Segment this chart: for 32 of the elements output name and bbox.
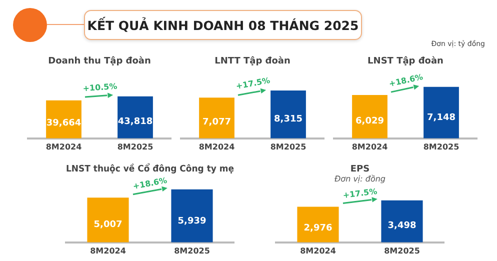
chart-title: LNTT Tập đoàn bbox=[214, 56, 290, 67]
x-tick-label: 8M2025 bbox=[423, 142, 460, 152]
data-label: 39,664 bbox=[46, 118, 82, 129]
text: +17.5% bbox=[341, 185, 379, 202]
data-label: 6,029 bbox=[356, 116, 384, 126]
x-tick-label: 8M2024 bbox=[300, 246, 336, 256]
x-tick-label: 8M2024 bbox=[46, 142, 82, 152]
annotation: +17.5% bbox=[234, 75, 272, 94]
data-label: 7,148 bbox=[427, 113, 456, 124]
text: KẾT QUẢ KINH DOANH 08 THÁNG 2025 bbox=[84, 10, 362, 40]
data-label: 8,315 bbox=[274, 114, 302, 125]
x-tick-label: 8M2025 bbox=[384, 246, 420, 256]
text: +10.5% bbox=[81, 81, 118, 94]
x-tick-label: 8M2025 bbox=[174, 246, 210, 256]
x-tick-label: 8M2025 bbox=[270, 142, 307, 152]
chart-title: LNST thuộc về Cổ đông Công ty mẹ bbox=[66, 164, 234, 175]
annotation: +18.6% bbox=[131, 174, 169, 193]
data-label: 2,976 bbox=[304, 223, 332, 234]
data-label: 5,939 bbox=[178, 216, 206, 227]
x-tick-label: 8M2024 bbox=[198, 142, 236, 152]
chart-subtitle: Đơn vị: đồng bbox=[334, 174, 386, 184]
chart-title: EPS bbox=[350, 164, 370, 175]
x-tick-label: 8M2024 bbox=[352, 142, 388, 152]
x-tick-label: 8M2025 bbox=[117, 142, 154, 152]
data-label: 7,077 bbox=[202, 117, 231, 128]
data-label: 5,007 bbox=[94, 220, 122, 230]
data-label: 43,818 bbox=[118, 116, 153, 127]
x-tick-label: 8M2024 bbox=[90, 246, 126, 256]
chart-title: LNST Tập đoàn bbox=[368, 56, 444, 67]
data-label: 3,498 bbox=[388, 220, 416, 231]
chart-title: Doanh thu Tập đoàn bbox=[48, 56, 151, 67]
annotation: +18.6% bbox=[386, 71, 424, 90]
